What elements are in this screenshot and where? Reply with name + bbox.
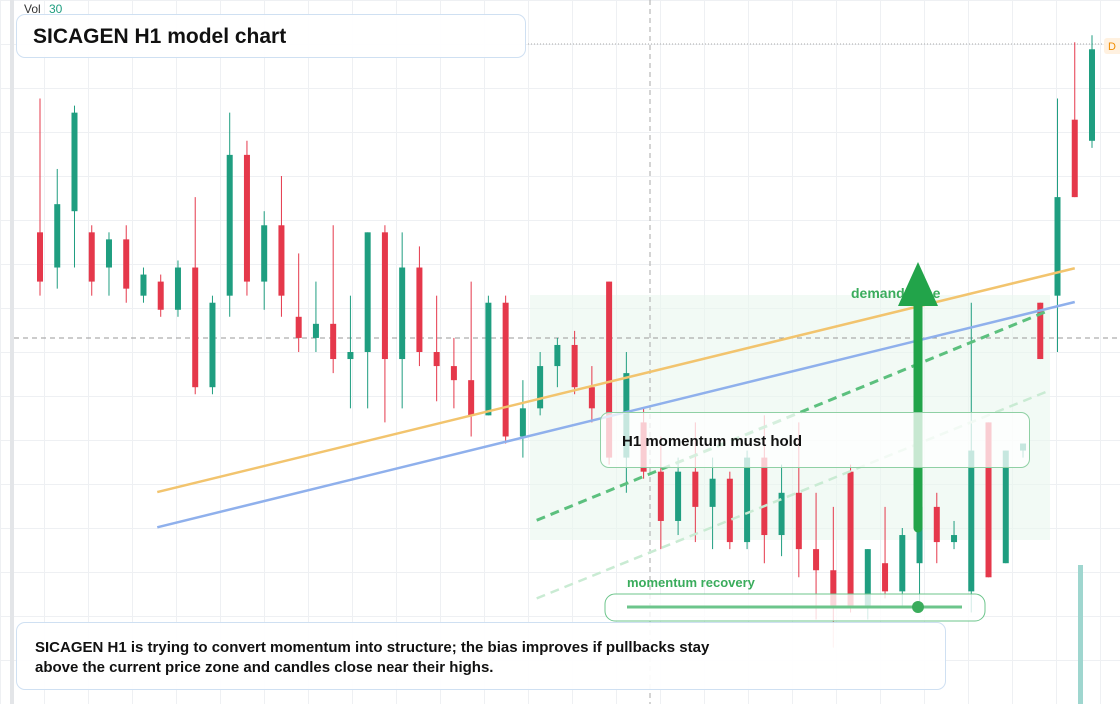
annotation-text: H1 momentum must hold <box>622 433 803 450</box>
candle-body <box>744 457 751 543</box>
candle-body <box>657 471 664 521</box>
candle-body <box>606 281 613 458</box>
price-tag-bg <box>1104 38 1120 54</box>
candle-body <box>330 323 337 360</box>
candle-body <box>813 549 820 571</box>
candle-body <box>364 232 371 352</box>
candle-body <box>485 302 492 416</box>
candle-body <box>571 344 578 388</box>
candle-body <box>1054 197 1061 296</box>
candle-body <box>537 366 544 409</box>
trendline <box>536 388 1052 600</box>
candle-body <box>54 204 61 268</box>
note-text: SICAGEN H1 is trying to convert momentum… <box>35 639 710 676</box>
chart-title: SICAGEN H1 model chart <box>33 25 287 48</box>
volume-bar <box>1078 565 1083 704</box>
candle-body <box>726 478 733 543</box>
candle-body <box>433 352 440 367</box>
candle-body <box>502 302 509 437</box>
candle-body <box>709 478 716 507</box>
price-tag: D <box>1108 41 1116 53</box>
candles <box>37 35 1095 648</box>
candle-body <box>795 492 802 550</box>
arrow-head <box>898 262 938 306</box>
note-box: SICAGEN H1 is trying to convert momentum… <box>16 622 946 690</box>
annotation-box: H1 momentum must hold <box>600 412 1030 468</box>
slider-label: momentum recovery <box>627 575 756 590</box>
candle-body <box>278 225 285 296</box>
candle-body <box>1071 119 1078 198</box>
candle-body <box>1002 450 1009 564</box>
candle-body <box>778 492 785 536</box>
candle-body <box>847 471 854 606</box>
candle-body <box>882 563 889 592</box>
candle-body <box>864 549 871 606</box>
candle-body <box>381 232 388 360</box>
candle-body <box>140 274 147 296</box>
candle-body <box>37 232 43 282</box>
candle-body <box>209 302 216 388</box>
candle-body <box>243 154 250 282</box>
volume-label: Vol <box>24 2 41 16</box>
candle-body <box>1089 49 1095 141</box>
candle-body <box>261 225 268 282</box>
candle-body <box>933 506 940 543</box>
candle-body <box>312 323 319 338</box>
candle-body <box>192 267 199 388</box>
left-strip <box>10 0 14 704</box>
candle-body <box>1037 302 1044 360</box>
title-box: SICAGEN H1 model chart <box>16 14 526 58</box>
candle-body <box>295 316 302 338</box>
candle-body <box>399 267 406 360</box>
candle-body <box>761 457 768 536</box>
candle-body <box>899 535 906 592</box>
candle-body <box>554 344 561 367</box>
candle-body <box>450 366 457 381</box>
candle-body <box>916 506 923 564</box>
candle-body <box>105 239 112 268</box>
candle-body <box>588 387 595 409</box>
candle-body <box>416 267 423 352</box>
candle-body <box>692 471 699 507</box>
candle-body <box>519 408 526 437</box>
candle-body <box>951 535 958 543</box>
slider-knob <box>912 601 924 613</box>
candle-body <box>123 239 130 289</box>
candle-body <box>675 471 682 521</box>
candle-body <box>347 352 354 360</box>
candle-body <box>830 570 837 606</box>
candle-body <box>157 281 164 310</box>
candle-body <box>88 232 95 282</box>
candle-body <box>71 112 78 212</box>
candle-body <box>468 380 475 416</box>
candle-body <box>985 422 992 578</box>
volume-value: 30 <box>49 2 63 16</box>
candle-body <box>226 154 233 296</box>
candle-body <box>174 267 181 310</box>
candle-body <box>968 450 975 592</box>
